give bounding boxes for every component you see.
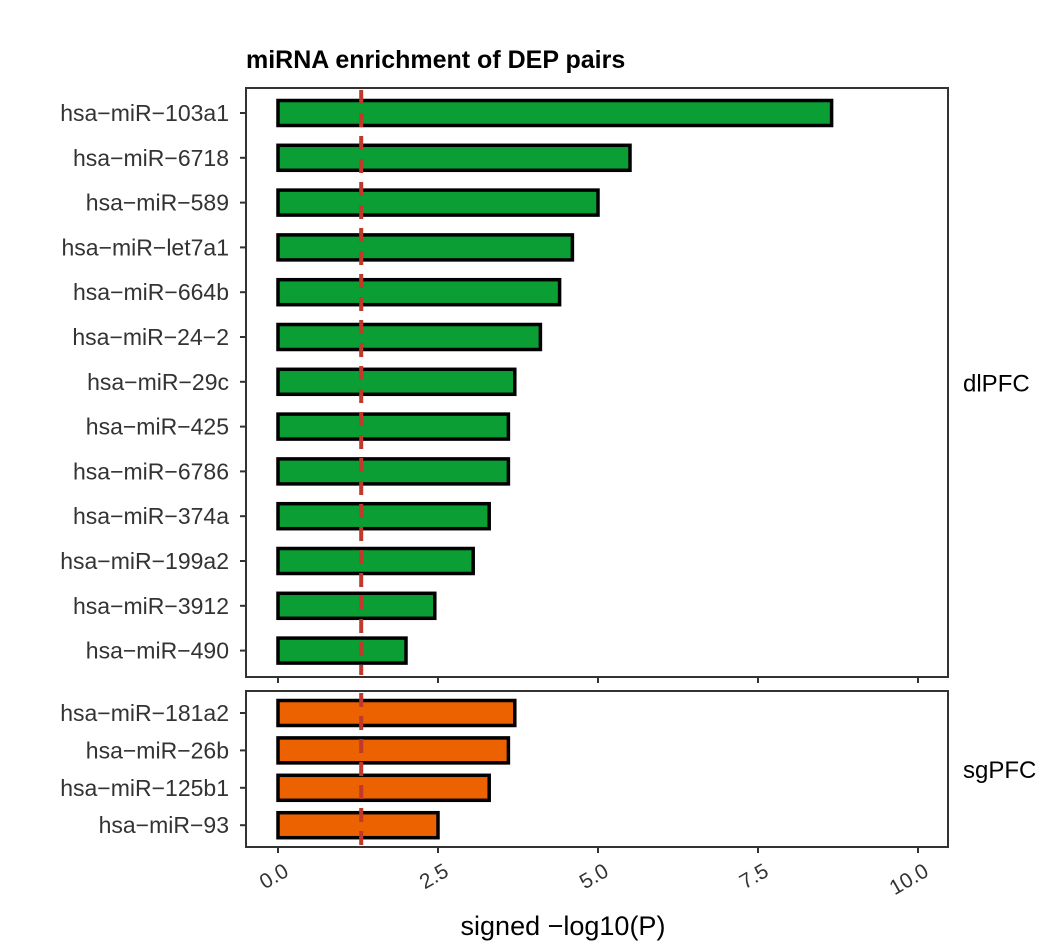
- y-tick-label: hsa−miR−374a: [73, 503, 229, 529]
- x-tick-label: 10.0: [886, 859, 933, 899]
- y-tick-label: hsa−miR−29c: [87, 369, 229, 395]
- bar: [276, 810, 440, 840]
- bar: [276, 188, 600, 217]
- y-tick-label: hsa−miR−6718: [73, 145, 229, 171]
- bar: [276, 773, 491, 803]
- chart-title: miRNA enrichment of DEP pairs: [246, 46, 625, 74]
- y-tick-label: hsa−miR−125b1: [60, 775, 229, 801]
- bar: [276, 143, 632, 173]
- y-tick-label: hsa−miR−3912: [73, 593, 229, 619]
- y-tick-label: hsa−miR−26b: [86, 737, 229, 763]
- y-tick-label: hsa−miR−103a1: [60, 100, 229, 126]
- y-tick-label: hsa−miR−664b: [73, 279, 229, 305]
- x-tick-label: 0.0: [256, 859, 293, 894]
- bar: [276, 501, 491, 531]
- bar: [276, 457, 511, 486]
- facet-label: sgPFC: [963, 757, 1036, 784]
- bar: [276, 698, 517, 728]
- bar: [276, 412, 511, 441]
- panel-sgPFC: hsa−miR−181a2 hsa−miR−26b hsa−miR−125b1 hsa…: [60, 690, 1036, 853]
- x-tick-label: 2.5: [416, 859, 453, 894]
- bar: [276, 546, 475, 576]
- bar: [276, 98, 834, 128]
- y-tick-label: hsa−miR−425: [86, 414, 229, 440]
- y-tick-label: hsa−miR−490: [86, 638, 229, 664]
- y-tick-label: hsa−miR−93: [99, 812, 229, 838]
- bar: [276, 591, 437, 621]
- bar: [276, 367, 517, 397]
- bar: [276, 277, 562, 307]
- x-axis-title: signed −log10(P): [461, 911, 666, 941]
- bar: [276, 636, 408, 665]
- bar: [276, 233, 575, 262]
- panel-dlPFC: hsa−miR−103a1 hsa−miR−6718 hsa−miR−589 hsa−…: [60, 87, 1030, 683]
- y-tick-label: hsa−miR−199a2: [60, 548, 229, 574]
- y-tick-label: hsa−miR−let7a1: [62, 234, 230, 260]
- x-tick-label: 7.5: [736, 859, 773, 894]
- x-axis: 0.0 2.5 5.0 7.5 10.0: [256, 859, 933, 899]
- x-tick-label: 5.0: [576, 859, 613, 894]
- bar: [276, 736, 511, 765]
- y-tick-label: hsa−miR−6786: [73, 458, 229, 484]
- y-tick-label: hsa−miR−589: [86, 190, 229, 216]
- bar: [276, 322, 543, 352]
- chart-panels: hsa−miR−103a1 hsa−miR−6718 hsa−miR−589 hsa−…: [60, 87, 1036, 853]
- y-tick-label: hsa−miR−24−2: [72, 324, 229, 350]
- facet-label: dlPFC: [963, 371, 1030, 398]
- y-tick-label: hsa−miR−181a2: [60, 700, 229, 726]
